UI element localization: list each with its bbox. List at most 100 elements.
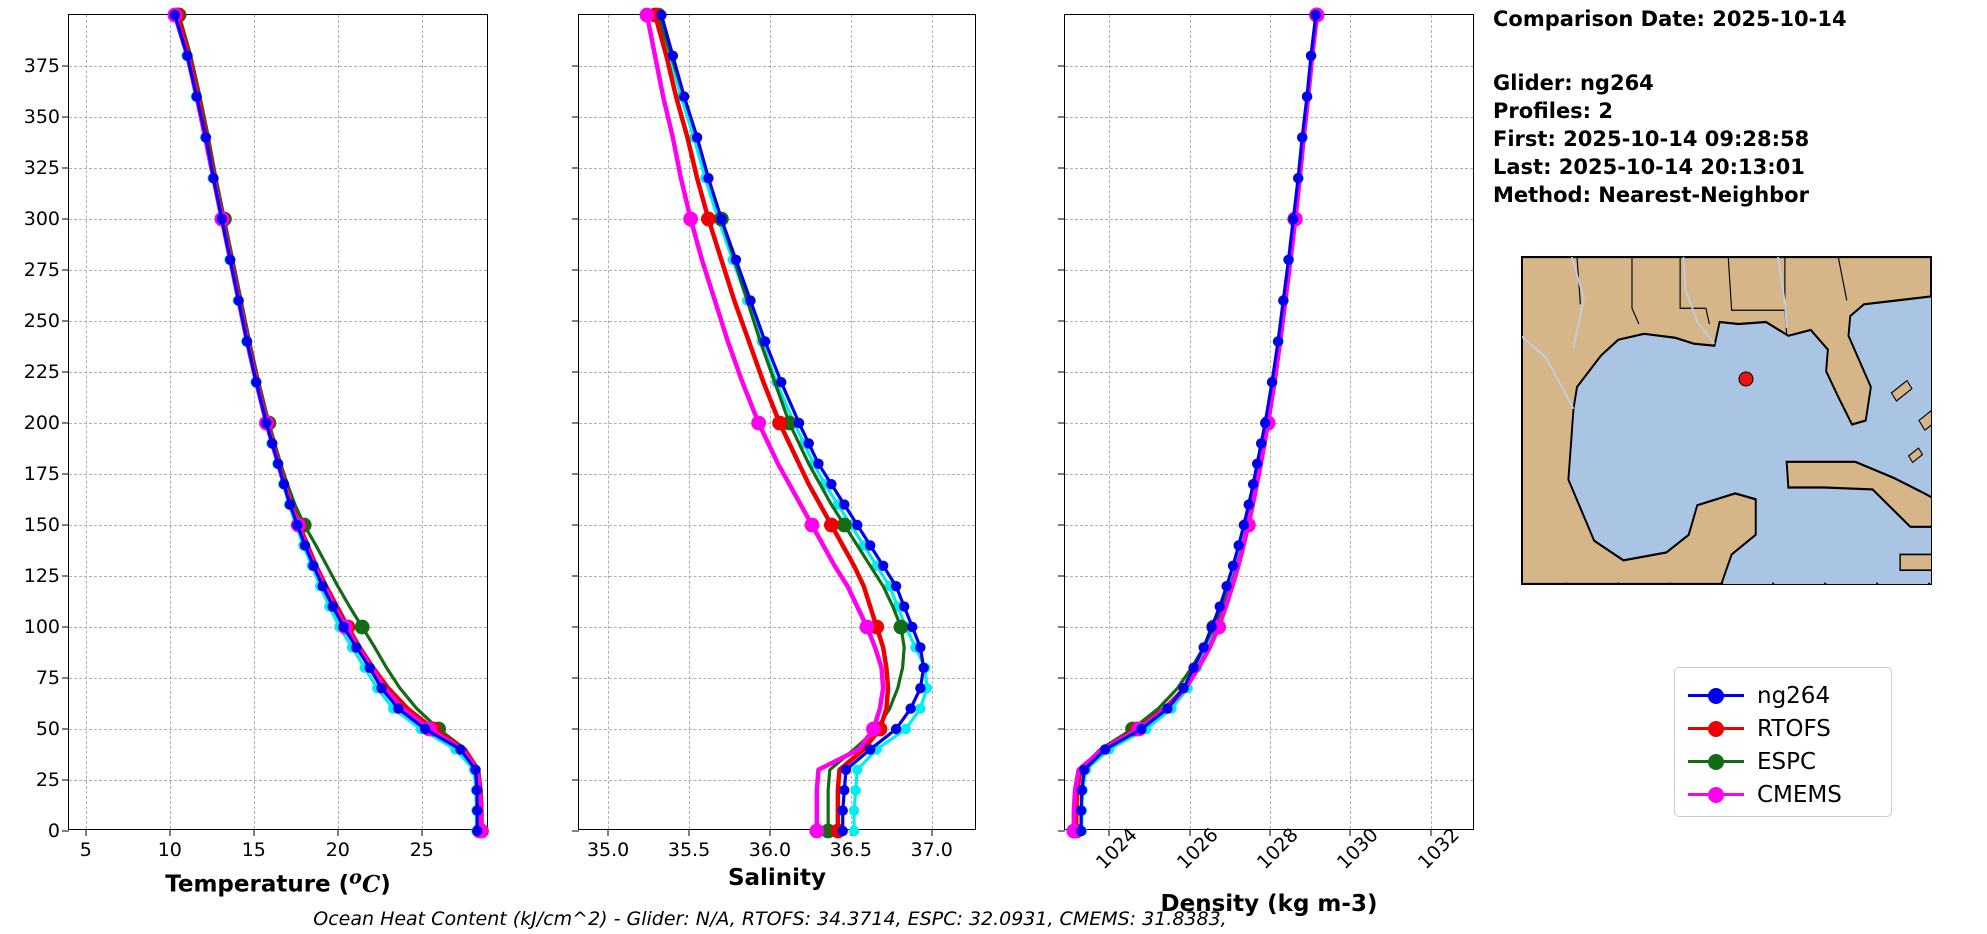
map-lat-minor-tick [1521, 288, 1522, 290]
data-point [1238, 519, 1250, 531]
gridline-vertical [608, 15, 610, 829]
data-point [208, 173, 219, 184]
gridline-horizontal [1065, 270, 1473, 271]
state-border [1837, 257, 1848, 301]
data-point [865, 744, 876, 755]
data-point [225, 254, 236, 265]
map-lat-minor-tick [1521, 486, 1522, 488]
gridline-horizontal [579, 219, 975, 220]
data-point [292, 519, 303, 531]
map-lon-minor-tick [1891, 584, 1893, 585]
x-tick-mark [337, 829, 339, 836]
data-point [338, 621, 349, 633]
gridline-horizontal [579, 270, 975, 271]
series-layer [167, 7, 489, 839]
gridline-horizontal [69, 423, 487, 424]
data-point [1136, 723, 1147, 735]
depth-tick-mark [1058, 167, 1065, 169]
data-point [837, 825, 848, 837]
map-lon-tick-top [1701, 256, 1703, 257]
gridline-horizontal [1065, 321, 1473, 322]
depth-tick-mark [62, 728, 69, 730]
depth-tick-label: 175 [23, 463, 60, 485]
depth-tick-label: 50 [35, 718, 60, 740]
depth-tick-mark [572, 524, 579, 526]
x-tick-mark [607, 829, 609, 836]
x-tick-label: 35.0 [586, 839, 630, 861]
legend-item-cmems[interactable]: CMEMS [1688, 778, 1874, 811]
data-point [169, 9, 181, 21]
x-tick-label: 25 [409, 839, 434, 861]
depth-tick-mark [572, 677, 579, 679]
depth-tick-mark [1058, 473, 1065, 475]
map-lon-tick-top [1856, 256, 1858, 257]
depth-tick-mark [1058, 728, 1065, 730]
gridline-horizontal [69, 372, 487, 373]
data-point [823, 517, 839, 533]
depth-tick-mark [572, 269, 579, 271]
data-point [1278, 295, 1289, 306]
map-lon-tick [1856, 584, 1858, 585]
glider-location-map[interactable]: 33°N30°N27°N24°N21°N18°N99°W96°W93°W90°W… [1521, 256, 1932, 585]
x-tick-mark [1349, 829, 1351, 836]
data-point [327, 601, 338, 612]
data-point [890, 723, 902, 735]
map-lon-minor-tick [1614, 584, 1616, 585]
data-point [278, 479, 290, 490]
x-tick-label: 37.0 [910, 839, 953, 861]
river [1522, 335, 1575, 410]
jamaica-landmass [1899, 553, 1931, 572]
map-lat-minor-tick-right [1931, 367, 1932, 369]
depth-tick-mark [62, 422, 69, 424]
gridline-horizontal [1065, 474, 1473, 475]
data-point [691, 132, 703, 143]
legend-item-ng264[interactable]: ng264 [1688, 679, 1874, 712]
gridline-vertical [253, 15, 255, 829]
depth-tick-mark [1058, 830, 1065, 832]
glider-position-marker[interactable] [1738, 371, 1754, 387]
depth-tick-mark [572, 473, 579, 475]
data-point [1076, 785, 1088, 796]
depth-tick-mark [62, 371, 69, 373]
data-point [354, 619, 370, 635]
map-lat-minor-tick [1521, 545, 1522, 547]
map-lon-tick [1804, 584, 1806, 585]
depth-tick-mark [1058, 320, 1065, 322]
data-point [419, 723, 431, 735]
x-tick-label: 1026 [1172, 823, 1223, 874]
data-point [1075, 825, 1087, 837]
series-espc [171, 7, 488, 839]
depth-tick-mark [1058, 65, 1065, 67]
series-espc [1067, 7, 1325, 839]
map-lat-minor-tick-right [1931, 545, 1932, 547]
data-point [267, 438, 278, 449]
gridline-vertical [169, 15, 171, 829]
map-lat-tick-right [1931, 268, 1932, 270]
temperature-plot-axes: 0 25 50 75 100 125 150 175 200 225 250 275 300 325 350… [24, 7, 489, 898]
data-point [393, 703, 404, 714]
depth-tick-label: 375 [23, 55, 60, 77]
data-point [899, 601, 910, 612]
map-lon-minor-tick [1718, 584, 1720, 585]
map-lon-tick-top [1597, 256, 1599, 257]
depth-tick-mark [572, 830, 579, 832]
legend-line-marker-icon [1688, 786, 1744, 803]
data-point [915, 642, 926, 653]
series-rtofs [169, 7, 489, 839]
depth-tick-label: 125 [23, 565, 60, 587]
profiles-count-text: Profiles: 2 [1493, 99, 1614, 123]
gridline-horizontal [69, 321, 487, 322]
gridline-vertical [1350, 15, 1352, 829]
map-lon-tick [1649, 584, 1651, 585]
map-lat-tick-right [1931, 387, 1932, 389]
map-lon-minor-tick [1632, 584, 1634, 585]
data-point [251, 377, 262, 388]
gridline-vertical [769, 15, 771, 829]
depth-tick-mark [62, 575, 69, 577]
series-layer [1066, 7, 1325, 839]
x-tick-label: 15 [241, 839, 266, 861]
legend-item-rtofs[interactable]: RTOFS [1688, 712, 1874, 745]
method-text: Method: Nearest-Neighbor [1493, 183, 1809, 207]
legend-item-espc[interactable]: ESPC [1688, 745, 1874, 778]
map-lat-tick-right [1931, 565, 1932, 567]
